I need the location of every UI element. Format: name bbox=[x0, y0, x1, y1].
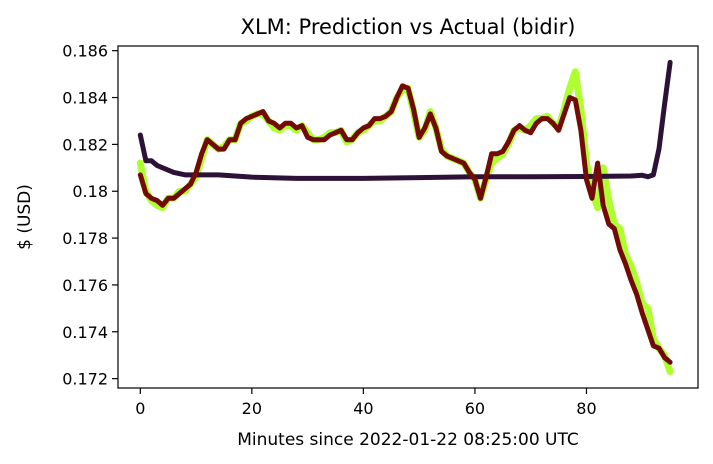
series-line-2 bbox=[137, 59, 673, 181]
x-tick-label: 60 bbox=[465, 399, 485, 418]
y-tick-label: 0.176 bbox=[62, 276, 108, 295]
y-tick-label: 0.182 bbox=[62, 135, 108, 154]
plot-area-frame bbox=[117, 45, 699, 389]
x-tick-label: 20 bbox=[242, 399, 262, 418]
y-axis-label: $ (USD) bbox=[15, 184, 35, 250]
series-line-3 bbox=[137, 83, 673, 365]
series-line-1 bbox=[136, 68, 674, 376]
plot-lines bbox=[136, 59, 674, 376]
y-tick-label: 0.178 bbox=[62, 229, 108, 248]
y-axis: 0.172 0.174 0.176 0.178 0.18 0.182 0.184 0.186 bbox=[62, 42, 118, 389]
y-tick-label: 0.172 bbox=[62, 370, 108, 389]
y-tick-label: 0.184 bbox=[62, 89, 108, 108]
x-tick-label: 0 bbox=[135, 399, 145, 418]
x-tick-label: 80 bbox=[576, 399, 596, 418]
x-tick-label: 40 bbox=[353, 399, 373, 418]
y-tick-label: 0.18 bbox=[72, 182, 108, 201]
chart-title: XLM: Prediction vs Actual (bidir) bbox=[241, 15, 576, 39]
x-axis: 0 20 40 60 80 bbox=[135, 388, 597, 418]
x-axis-label: Minutes since 2022-01-22 08:25:00 UTC bbox=[237, 430, 579, 450]
y-tick-label: 0.186 bbox=[62, 42, 108, 61]
y-tick-label: 0.174 bbox=[62, 323, 108, 342]
